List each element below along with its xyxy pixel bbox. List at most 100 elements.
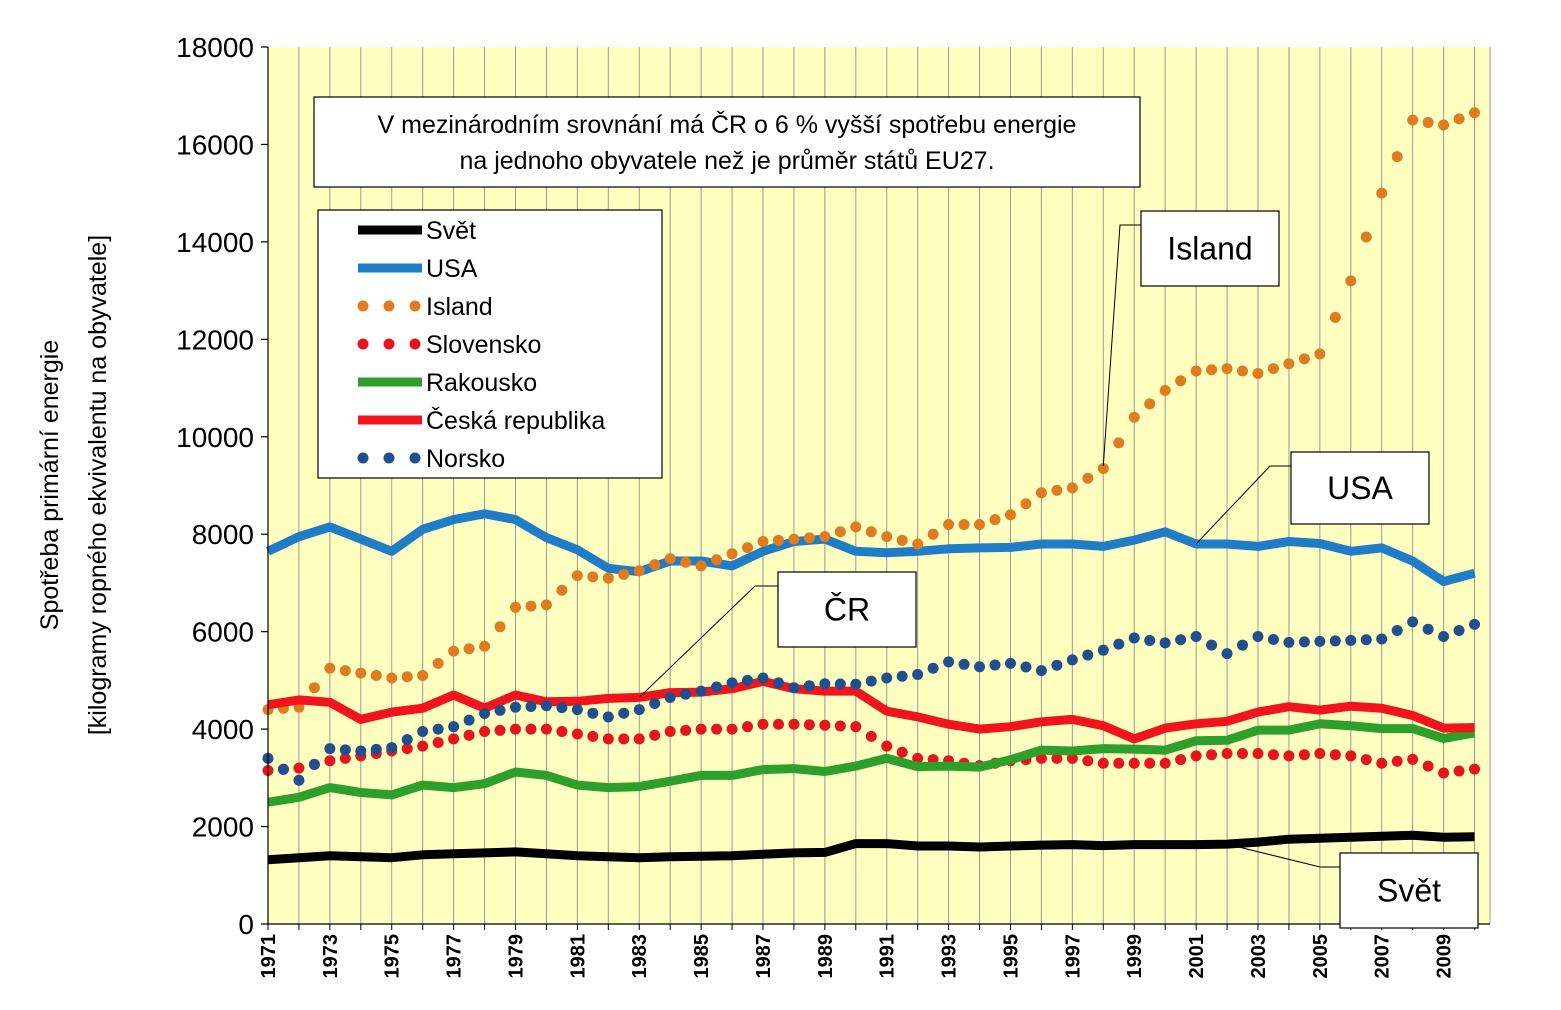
x-tick-label-2009: 2009	[1434, 934, 1456, 979]
series-6-mid-1982	[618, 707, 630, 719]
series-6-mid-1974	[370, 743, 382, 755]
series-2-point-1975	[386, 672, 398, 684]
legend-swatch-3-dot-2	[409, 338, 421, 350]
series-6-mid-1990	[865, 675, 877, 687]
series-6-mid-2006	[1360, 634, 1372, 646]
x-tick-label-2003: 2003	[1248, 934, 1270, 979]
series-2-point-2006	[1345, 275, 1357, 287]
series-6-point-2002	[1221, 648, 1233, 660]
legend-label-6: Norsko	[426, 445, 505, 473]
y-tick-label-12000: 12000	[176, 324, 254, 355]
annotation-line1: V mezinárodním srovnání má ČR o 6 % vyšš…	[378, 110, 1077, 139]
series-3-point-1980	[540, 723, 552, 735]
series-3-point-1978	[479, 726, 491, 738]
series-3-point-1981	[571, 728, 583, 740]
series-2-mid-1998	[1113, 437, 1125, 449]
series-2-mid-1983	[649, 559, 661, 571]
legend-swatch-2-dot-1	[383, 300, 395, 312]
series-6-point-2009	[1438, 631, 1450, 643]
y-axis-title: Spotřeba primární energie [kilogramy rop…	[36, 235, 112, 735]
series-2-point-1984	[664, 553, 676, 565]
series-2-mid-2009	[1453, 113, 1465, 125]
callout-usa-box	[1290, 451, 1430, 525]
series-6-mid-2005	[1329, 635, 1341, 647]
series-2-point-2007	[1376, 187, 1388, 199]
series-6-mid-1977	[463, 714, 475, 726]
y-tick-label-14000: 14000	[176, 227, 254, 258]
series-6-mid-1994	[989, 659, 1001, 671]
legend-swatch-3-dot-1	[383, 338, 395, 350]
series-6-point-1972	[293, 774, 305, 786]
series-2-mid-1979	[525, 600, 537, 612]
series-2-point-2000	[1159, 384, 1171, 396]
series-2-mid-1976	[432, 657, 444, 669]
x-tick-label-1975: 1975	[382, 934, 404, 979]
series-2-mid-1986	[742, 542, 754, 554]
series-6-point-1999	[1128, 632, 1140, 644]
series-2-mid-1994	[989, 514, 1001, 526]
series-6-point-2010	[1469, 618, 1481, 630]
series-6-mid-1991	[896, 670, 908, 682]
series-3-mid-2002	[1237, 747, 1249, 759]
series-6-mid-1989	[834, 678, 846, 690]
series-2-point-1980	[540, 599, 552, 611]
series-6-point-2005	[1314, 635, 1326, 647]
callout-island-label: Island	[1167, 231, 1252, 267]
legend-swatch-3-dot-0	[357, 338, 369, 350]
series-2-point-1994	[974, 518, 986, 530]
series-6-point-1992	[912, 669, 924, 681]
x-tick-label-1973: 1973	[320, 934, 342, 979]
series-3-point-2005	[1314, 747, 1326, 759]
series-6-point-1977	[448, 721, 460, 733]
series-6-mid-1995	[1020, 661, 1032, 673]
series-2-mid-1999	[1144, 398, 1156, 410]
callout-island-leader	[1102, 224, 1141, 467]
callout-svet-leader	[1226, 843, 1340, 868]
series-3-point-1998	[1097, 757, 1109, 769]
legend-label-5: Česká republika	[426, 406, 605, 435]
series-6-mid-1985	[711, 681, 723, 693]
series-2-mid-1992	[927, 528, 939, 540]
series-3-point-2007	[1376, 757, 1388, 769]
series-6-mid-2001	[1206, 639, 1218, 651]
x-tick-label-1985: 1985	[691, 934, 713, 979]
series-3-mid-1997	[1082, 755, 1094, 767]
series-3-point-1999	[1128, 757, 1140, 769]
series-6-point-2001	[1190, 631, 1202, 643]
legend-label-4: Rakousko	[426, 369, 537, 397]
series-2-mid-2008	[1422, 117, 1434, 129]
series-3-mid-1989	[834, 720, 846, 732]
series-2-dots	[262, 107, 1481, 716]
series-3-mid-1981	[587, 730, 599, 742]
series-6-mid-1987	[772, 677, 784, 689]
y-tick-label-18000: 18000	[176, 32, 254, 63]
legend-label-3: Slovensko	[426, 331, 541, 359]
series-2-mid-1997	[1082, 472, 1094, 484]
series-3-point-1988	[788, 718, 800, 730]
series-2-mid-1984	[680, 556, 692, 568]
series-2-point-1985	[695, 560, 707, 572]
legend-label-1: USA	[426, 255, 478, 283]
series-3-mid-1976	[432, 737, 444, 749]
series-3-point-1976	[417, 740, 429, 752]
series-2-point-1974	[355, 667, 367, 679]
series-6-mid-2002	[1237, 639, 1249, 651]
legend-swatch-6-dot-1	[383, 452, 395, 464]
series-3-point-1991	[881, 740, 893, 752]
series-3-mid-1996	[1051, 752, 1063, 764]
series-3-mid-1977	[463, 729, 475, 741]
series-2-point-1982	[602, 572, 614, 584]
series-2-mid-1988	[803, 532, 815, 544]
series-2-mid-2007	[1391, 151, 1403, 163]
series-3-point-1997	[1066, 752, 1078, 764]
series-3-point-1985	[695, 723, 707, 735]
series-6-point-1994	[974, 661, 986, 673]
series-6-point-1973	[324, 743, 336, 755]
y-axis-title-line1: Spotřeba primární energie	[36, 340, 64, 630]
x-tick-label-1995: 1995	[1000, 934, 1022, 979]
series-3-mid-1986	[742, 721, 754, 733]
series-6-mid-1979	[525, 700, 537, 712]
series-6-point-1982	[602, 711, 614, 723]
series-3-point-1973	[324, 755, 336, 767]
